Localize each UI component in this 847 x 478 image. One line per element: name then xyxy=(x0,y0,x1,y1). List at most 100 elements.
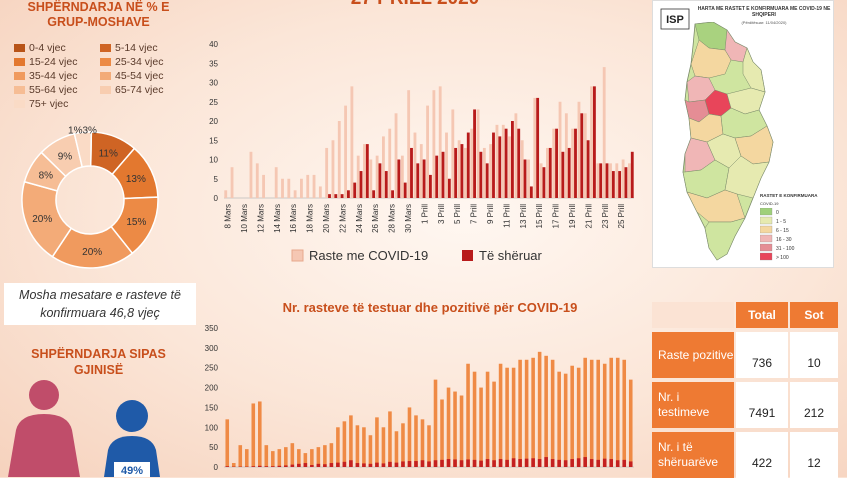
bar-cases xyxy=(432,90,435,198)
y-tick-label: 150 xyxy=(205,403,219,412)
bar-tested xyxy=(499,364,503,467)
map-legend-swatch xyxy=(760,226,772,233)
bar-recovered xyxy=(423,160,426,199)
bar-cases xyxy=(401,156,404,198)
map-legend-swatch xyxy=(760,253,772,260)
x-tick-label: 26 Mars xyxy=(371,204,380,233)
map-legend-label: 16 - 30 xyxy=(776,237,792,243)
bar-tested xyxy=(609,358,613,467)
bar-recovered xyxy=(524,160,527,199)
bar-positive xyxy=(284,465,288,467)
age-legend-swatch xyxy=(14,86,25,94)
bar-tested xyxy=(590,360,594,467)
age-legend-swatch xyxy=(100,86,111,94)
bar-cases xyxy=(496,125,499,198)
bar-cases xyxy=(262,175,265,198)
bar-positive xyxy=(577,458,581,467)
bar-cases xyxy=(414,133,417,198)
bar-cases xyxy=(306,175,309,198)
bar-cases xyxy=(350,86,353,198)
bar-tested xyxy=(596,360,600,467)
bar-cases xyxy=(603,67,606,198)
bar-cases xyxy=(552,129,555,198)
bar-cases xyxy=(224,190,227,198)
age-legend-label: 55-64 vjec xyxy=(29,84,77,96)
bar-recovered xyxy=(549,148,552,198)
y-tick-label: 40 xyxy=(209,40,218,49)
bar-tested xyxy=(362,427,366,467)
map-legend-swatch xyxy=(760,235,772,242)
bar-tested xyxy=(440,399,444,467)
x-tick-label: 7 Prill xyxy=(470,204,479,224)
bar-positive xyxy=(304,463,308,467)
x-tick-label: 11 Prill xyxy=(502,204,511,228)
donut-slice-label: 13% xyxy=(126,174,146,185)
bar-cases xyxy=(319,186,322,198)
bar-recovered xyxy=(328,194,331,198)
age-legend-swatch xyxy=(14,72,25,80)
bar-tested xyxy=(557,372,561,467)
bar-recovered xyxy=(505,129,508,198)
bar-cases xyxy=(275,167,278,198)
bar-tested xyxy=(421,419,425,467)
bar-positive xyxy=(622,460,626,467)
table-cell-today: 10 xyxy=(790,332,838,378)
age-legend-swatch xyxy=(14,58,25,66)
bar-cases xyxy=(313,175,316,198)
age-legend-item: 55-64 vjec xyxy=(14,84,77,96)
bar-positive xyxy=(291,465,295,467)
legend-label: Raste me COVID-19 xyxy=(309,248,428,263)
y-tick-label: 10 xyxy=(209,156,218,165)
bar-cases xyxy=(231,167,234,198)
bar-recovered xyxy=(599,163,602,198)
x-tick-label: 10 Mars xyxy=(240,204,249,233)
bar-positive xyxy=(317,464,321,467)
bar-tested xyxy=(225,419,229,467)
bar-cases xyxy=(565,113,568,198)
date-title: 27 PRILL 2020 xyxy=(300,0,530,10)
bar-cases xyxy=(559,102,562,198)
bar-positive xyxy=(557,460,561,467)
legend-swatch xyxy=(292,250,303,261)
bar-tested xyxy=(447,388,451,467)
bar-tested xyxy=(356,425,360,467)
bar-cases xyxy=(508,136,511,198)
bar-positive xyxy=(265,466,269,467)
age-legend-label: 5-14 vjec xyxy=(115,42,158,54)
x-tick-label: 3 Prill xyxy=(437,204,446,224)
bar-positive xyxy=(570,459,574,467)
bar-cases xyxy=(527,160,530,199)
table-row-label: Nr. i të shëruarëve xyxy=(652,432,734,478)
bar-recovered xyxy=(435,156,438,198)
bar-cases xyxy=(325,148,328,198)
male-figure: 49% xyxy=(104,400,160,477)
x-tick-label: 23 Prill xyxy=(601,204,610,229)
age-legend-swatch xyxy=(100,58,111,66)
bar-positive xyxy=(323,464,327,467)
bar-positive xyxy=(466,459,470,467)
bar-positive xyxy=(440,460,444,467)
bar-cases xyxy=(300,179,303,198)
y-tick-label: 20 xyxy=(209,117,218,126)
map-legend-label: 1 - 5 xyxy=(776,219,786,225)
bar-tested xyxy=(310,449,314,467)
bar-positive xyxy=(362,463,366,467)
bar-tested xyxy=(251,403,255,467)
bar-tested xyxy=(232,463,236,467)
bar-recovered xyxy=(385,171,388,198)
x-tick-label: 9 Prill xyxy=(486,204,495,224)
x-tick-label: 5 Prill xyxy=(453,204,462,224)
donut-slice-label: 15% xyxy=(126,217,146,228)
bar-cases xyxy=(445,133,448,198)
x-tick-label: 17 Prill xyxy=(552,204,561,229)
age-legend-item: 65-74 vjec xyxy=(100,84,163,96)
bar-tested xyxy=(238,445,242,467)
bar-positive xyxy=(375,463,379,467)
bar-cases xyxy=(250,152,253,198)
donut-slice-label: 11% xyxy=(99,148,118,159)
bar-recovered xyxy=(555,129,558,198)
